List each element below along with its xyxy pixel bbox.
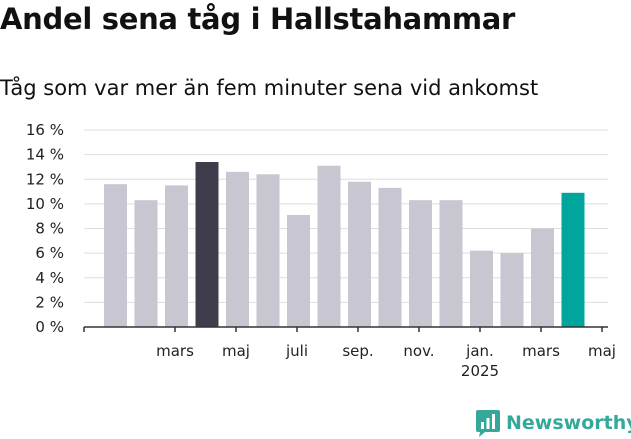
bar [134, 200, 158, 327]
bar [104, 184, 127, 327]
y-tick-label: 12 % [26, 170, 64, 188]
x-tick-label: maj [222, 342, 250, 360]
bar [165, 185, 188, 327]
logo-text: Newsworthy [506, 412, 631, 434]
newsworthy-logo: Newsworthy [476, 408, 631, 438]
bar [561, 192, 585, 327]
y-tick-label: 14 % [26, 146, 64, 164]
bar [348, 181, 371, 327]
x-tick-label: mars [522, 342, 560, 360]
bar [378, 187, 402, 327]
y-tick-label: 4 % [35, 269, 64, 287]
bar [195, 162, 219, 327]
bar [470, 250, 493, 327]
chart-subtitle: Tåg som var mer än fem minuter sena vid … [0, 76, 539, 100]
bar [287, 214, 310, 327]
newsworthy-logo-icon [476, 409, 500, 437]
bar [317, 165, 341, 327]
bar [439, 200, 463, 327]
bar [409, 200, 432, 327]
x-tick-label: nov. [403, 342, 434, 360]
grid [84, 129, 608, 303]
y-tick-label: 10 % [26, 195, 64, 213]
y-tick-label: 2 % [35, 293, 64, 311]
x-axis: mars maj juli sep. nov. jan. 2025 mars maj [83, 326, 616, 380]
chart-title: Andel sena tåg i Hallstahammar [0, 2, 516, 36]
bar [531, 228, 554, 327]
y-tick-label: 16 % [26, 121, 64, 139]
x-tick-label: maj [588, 342, 616, 360]
x-tick-label: mars [156, 342, 194, 360]
x-tick-label: jan. [465, 342, 494, 360]
bar [226, 171, 249, 327]
x-tick-sublabel: 2025 [461, 362, 499, 380]
bar [256, 174, 280, 327]
y-tick-label: 0 % [35, 318, 64, 336]
x-tick-label: sep. [342, 342, 373, 360]
bar [500, 253, 524, 327]
bars [104, 162, 585, 327]
y-tick-label: 8 % [35, 220, 64, 238]
y-axis: 0 % 2 % 4 % 6 % 8 % 10 % 12 % 14 % 16 % [26, 121, 64, 336]
y-tick-label: 6 % [35, 244, 64, 262]
x-tick-label: juli [285, 342, 308, 360]
